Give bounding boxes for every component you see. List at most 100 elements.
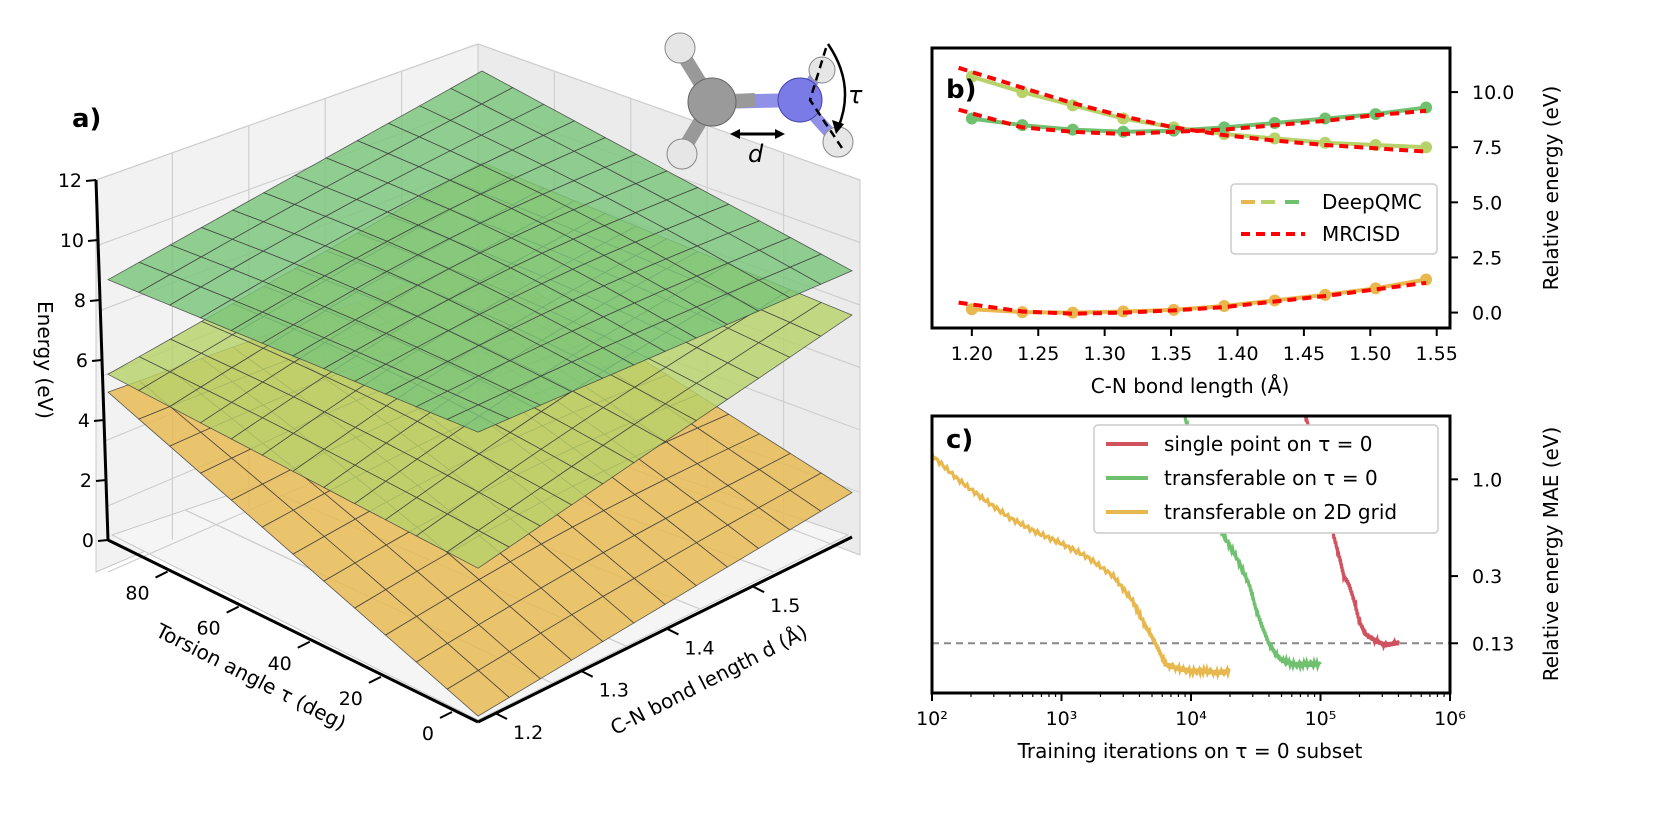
mrcisd-line-5: [958, 107, 1427, 137]
y-tick-label: 20: [339, 688, 363, 710]
z-tick-mark: [89, 299, 101, 302]
b-x-tick-label: 1.25: [1017, 343, 1059, 365]
z-tick-mark: [85, 179, 97, 182]
b-x-tick-label: 1.30: [1084, 343, 1126, 365]
pane-gridline: [477, 43, 861, 181]
b-x-tick-label: 1.55: [1416, 343, 1458, 365]
surface-cell: [446, 530, 510, 569]
deepqmc-point: [1016, 86, 1029, 99]
molecule-inset: d τ: [664, 32, 863, 170]
c-x-tick-label: 10³: [1046, 708, 1078, 730]
z-tick-mark: [93, 419, 105, 422]
b-x-tick-label: 1.35: [1150, 343, 1192, 365]
y-axis-line: [107, 538, 479, 724]
panel-b-energy-curves: 1.20 1.25 1.30 1.35 1.40 1.45 1.50 1.55 0.0 2.5 5.…: [930, 46, 1563, 398]
x-tick-label: 1.2: [513, 722, 543, 744]
panel-a-label: a): [72, 104, 101, 134]
hydrogen-atom: [666, 138, 698, 170]
b-x-tick-label: 1.50: [1349, 343, 1391, 365]
z-axis-label: Energy (eV): [33, 301, 57, 419]
d-label: d: [748, 140, 764, 168]
c-x-tick-label: 10⁵: [1305, 708, 1337, 730]
y-tick-mark: [368, 675, 382, 684]
c-x-tick-label: 10²: [916, 708, 948, 730]
z-tick-mark: [95, 479, 107, 482]
z-tick-label: 4: [78, 410, 90, 432]
legend-transferable-tau0: transferable on τ = 0: [1164, 466, 1378, 490]
surface-cell: [446, 669, 510, 717]
x-tick-mark: [751, 585, 765, 594]
x-tick-mark: [580, 669, 594, 678]
z-tick-label: 0: [82, 530, 94, 552]
b-y-tick-label: 0.0: [1472, 303, 1502, 325]
z-tick-label: 2: [80, 470, 92, 492]
b-y-tick-label: 2.5: [1472, 247, 1502, 269]
c-y-tick-label: 0.3: [1472, 566, 1502, 588]
y-tick-label: 0: [422, 723, 434, 745]
energy-surfaces: [107, 70, 853, 717]
panel-b-legend: DeepQMC MRCISD: [1230, 183, 1438, 255]
b-y-tick-label: 7.5: [1472, 137, 1502, 159]
z-tick-mark: [87, 239, 99, 242]
x-tick-mark: [665, 627, 679, 636]
c-y-tick-label: 1.0: [1472, 469, 1502, 491]
y-tick-mark: [155, 570, 169, 579]
b-y-tick-label: 5.0: [1472, 192, 1502, 214]
z-tick-mark: [91, 359, 103, 362]
tau-label: τ: [848, 81, 863, 109]
legend-single-point: single point on τ = 0: [1164, 432, 1372, 456]
panel-c-xlabel: Training iterations on τ = 0 subset: [1017, 739, 1363, 763]
panel-b-frame: [930, 46, 1452, 330]
deepqmc-point: [1369, 282, 1382, 295]
axis-ticks: 0 2 4 6 8 10 12 0 20 40 60 80 1.2 1.3 1.4 1.5: [58, 170, 801, 745]
b-y-tick-label: 10.0: [1472, 82, 1514, 104]
z-tick-label: 10: [60, 230, 84, 252]
z-tick-label: 8: [74, 290, 86, 312]
hydrogen-atom: [808, 56, 836, 84]
y-tick-mark: [226, 605, 240, 614]
y-tick-mark: [297, 640, 311, 649]
legend-mrcisd: MRCISD: [1322, 222, 1400, 246]
panel-b-ylabel: Relative energy (eV): [1539, 86, 1563, 291]
z-tick-mark: [97, 539, 109, 542]
surface-third-state: [107, 70, 853, 433]
panel-a-3d-surface: 0 2 4 6 8 10 12 0 20 40 60 80 1.2 1.3 1.4 1.5 Energy (e…: [33, 32, 863, 745]
x-axis-line: [477, 535, 853, 724]
deepqmc-line-1: [971, 74, 1427, 150]
carbon-atom: [687, 77, 737, 127]
panel-b-label: b): [946, 75, 977, 105]
z-tick-label: 6: [76, 350, 88, 372]
x-tick-label: 1.5: [770, 595, 800, 617]
training-curve-2: [932, 452, 1231, 681]
b-x-tick-label: 1.40: [1216, 343, 1258, 365]
z-tick-label: 12: [58, 170, 82, 192]
c-x-tick-label: 10⁴: [1175, 708, 1207, 730]
hydrogen-atom: [664, 32, 696, 64]
mrcisd-line-4: [958, 65, 1427, 154]
y-tick-label: 60: [196, 618, 220, 640]
torsion-dashed-axis: [808, 47, 844, 149]
nitrogen-atom: [777, 77, 823, 123]
x-tick-label: 1.3: [599, 680, 629, 702]
surface-cell: [446, 404, 511, 433]
panel-c-training-convergence: 10² 10³ 10⁴ 10⁵ 10⁶ 0.13 0.3 1.0 c) Training it…: [916, 414, 1563, 763]
b-x-tick-label: 1.45: [1283, 343, 1325, 365]
b-x-tick-label: 1.20: [951, 343, 993, 365]
y-tick-label: 80: [125, 583, 149, 605]
y-tick-mark: [439, 711, 453, 719]
panel-c-ylabel: Relative energy MAE (eV): [1539, 427, 1563, 682]
x-tick-mark: [494, 712, 508, 720]
panel-c-legend: single point on τ = 0 transferable on τ …: [1093, 424, 1439, 534]
mrcisd-line-3: [958, 280, 1427, 316]
x-tick-label: 1.4: [684, 637, 714, 659]
c-y-tick-label: 0.13: [1472, 633, 1514, 655]
pane-gridline: [95, 43, 479, 181]
panel-c-label: c): [946, 425, 973, 455]
y-tick-label: 40: [268, 653, 292, 675]
panel-b-xlabel: C-N bond length (Å): [1091, 374, 1290, 398]
legend-transferable-2d: transferable on 2D grid: [1164, 500, 1397, 524]
torsion-arrow: [826, 43, 847, 129]
legend-deepqmc: DeepQMC: [1322, 190, 1422, 214]
c-x-tick-label: 10⁶: [1434, 708, 1466, 730]
